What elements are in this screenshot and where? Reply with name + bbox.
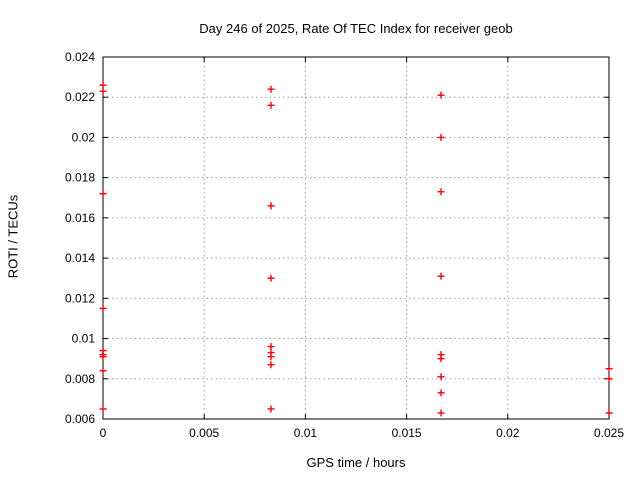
y-tick-label: 0.014	[65, 251, 95, 265]
x-tick-label: 0.02	[496, 426, 520, 440]
data-point-marker	[605, 365, 613, 373]
data-point-marker	[267, 361, 275, 369]
y-tick-label: 0.008	[65, 372, 95, 386]
data-point-marker	[99, 190, 107, 198]
x-tick-label: 0.015	[392, 426, 422, 440]
x-tick-label: 0.01	[294, 426, 318, 440]
data-point-marker	[99, 304, 107, 312]
data-points	[99, 81, 613, 417]
data-point-marker	[437, 355, 445, 363]
data-point-marker	[437, 188, 445, 196]
y-tick-label: 0.012	[65, 291, 95, 305]
x-tick-label: 0.005	[189, 426, 219, 440]
data-point-marker	[267, 405, 275, 413]
x-axis-label: GPS time / hours	[306, 455, 406, 470]
data-point-marker	[267, 343, 275, 351]
data-point-marker	[605, 409, 613, 417]
y-tick-label: 0.006	[65, 412, 95, 426]
y-tick-label: 0.01	[72, 332, 96, 346]
y-tick-label: 0.022	[65, 90, 95, 104]
data-point-marker	[267, 353, 275, 361]
data-point-marker	[99, 367, 107, 375]
data-point-marker	[437, 272, 445, 280]
data-point-marker	[267, 85, 275, 93]
data-point-marker	[437, 133, 445, 141]
data-point-marker	[437, 389, 445, 397]
data-point-marker	[99, 81, 107, 89]
data-point-marker	[605, 375, 613, 383]
y-tick-label: 0.024	[65, 50, 95, 64]
data-point-marker	[437, 373, 445, 381]
data-point-marker	[437, 409, 445, 417]
y-tick-label: 0.016	[65, 211, 95, 225]
data-point-marker	[99, 87, 107, 95]
axis-ticks	[102, 56, 610, 420]
data-point-marker	[99, 353, 107, 361]
data-point-marker	[267, 274, 275, 282]
y-tick-label: 0.018	[65, 171, 95, 185]
data-point-marker	[267, 202, 275, 210]
x-tick-label: 0	[100, 426, 107, 440]
tick-labels: 0 0.005 0.01 0.015 0.02 0.025 0.006 0.008 0.01 0.…	[65, 50, 624, 440]
data-point-marker	[437, 91, 445, 99]
data-point-marker	[99, 405, 107, 413]
plot-frame	[102, 56, 610, 420]
grid-lines	[103, 57, 609, 419]
x-tick-label: 0.025	[594, 426, 624, 440]
y-tick-label: 0.02	[72, 130, 96, 144]
data-point-marker	[267, 101, 275, 109]
chart-title: Day 246 of 2025, Rate Of TEC Index for r…	[199, 21, 513, 36]
